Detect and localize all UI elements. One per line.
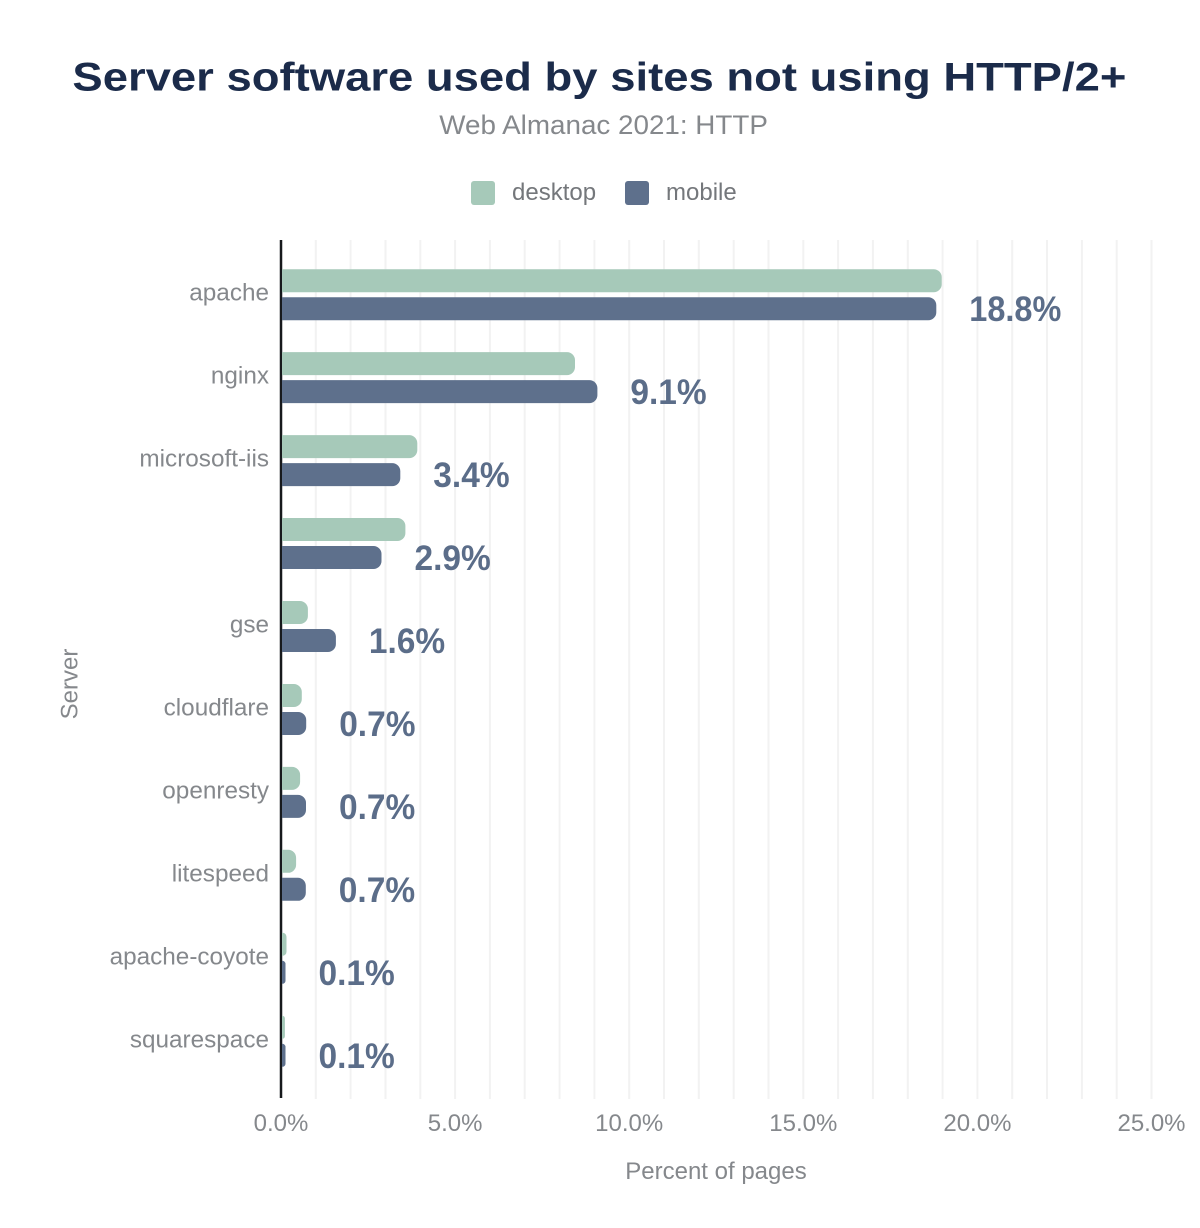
svg-text:litespeed: litespeed [172, 860, 269, 887]
svg-text:gse: gse [230, 612, 269, 639]
svg-text:0.0%: 0.0% [254, 1110, 309, 1137]
svg-text:1.6%: 1.6% [369, 622, 445, 661]
svg-text:25.0%: 25.0% [1117, 1110, 1185, 1137]
svg-text:squarespace: squarespace [130, 1026, 269, 1053]
svg-text:Percent of pages: Percent of pages [625, 1158, 806, 1185]
svg-text:18.8%: 18.8% [969, 290, 1061, 329]
svg-text:Server: Server [57, 649, 84, 720]
svg-text:15.0%: 15.0% [769, 1110, 837, 1137]
svg-text:0.7%: 0.7% [339, 705, 415, 744]
svg-text:openresty: openresty [162, 777, 270, 804]
svg-text:2.9%: 2.9% [415, 539, 491, 578]
svg-text:0.7%: 0.7% [339, 871, 415, 910]
svg-text:apache: apache [189, 280, 269, 307]
svg-text:Web Almanac 2021: HTTP: Web Almanac 2021: HTTP [439, 110, 768, 140]
svg-text:nginx: nginx [211, 363, 269, 390]
svg-text:desktop: desktop [512, 179, 596, 206]
svg-text:mobile: mobile [666, 179, 737, 206]
svg-text:20.0%: 20.0% [943, 1110, 1011, 1137]
svg-text:0.1%: 0.1% [319, 954, 395, 993]
svg-text:microsoft-iis: microsoft-iis [139, 446, 269, 473]
svg-text:0.1%: 0.1% [319, 1037, 395, 1076]
svg-text:0.7%: 0.7% [339, 788, 415, 827]
svg-text:9.1%: 9.1% [630, 373, 706, 412]
svg-text:cloudflare: cloudflare [164, 695, 269, 722]
svg-text:apache-coyote: apache-coyote [110, 943, 269, 970]
svg-text:Server software used by sites: Server software used by sites not using … [72, 56, 1126, 100]
svg-text:10.0%: 10.0% [595, 1110, 663, 1137]
svg-text:3.4%: 3.4% [433, 456, 509, 495]
svg-text:5.0%: 5.0% [428, 1110, 483, 1137]
